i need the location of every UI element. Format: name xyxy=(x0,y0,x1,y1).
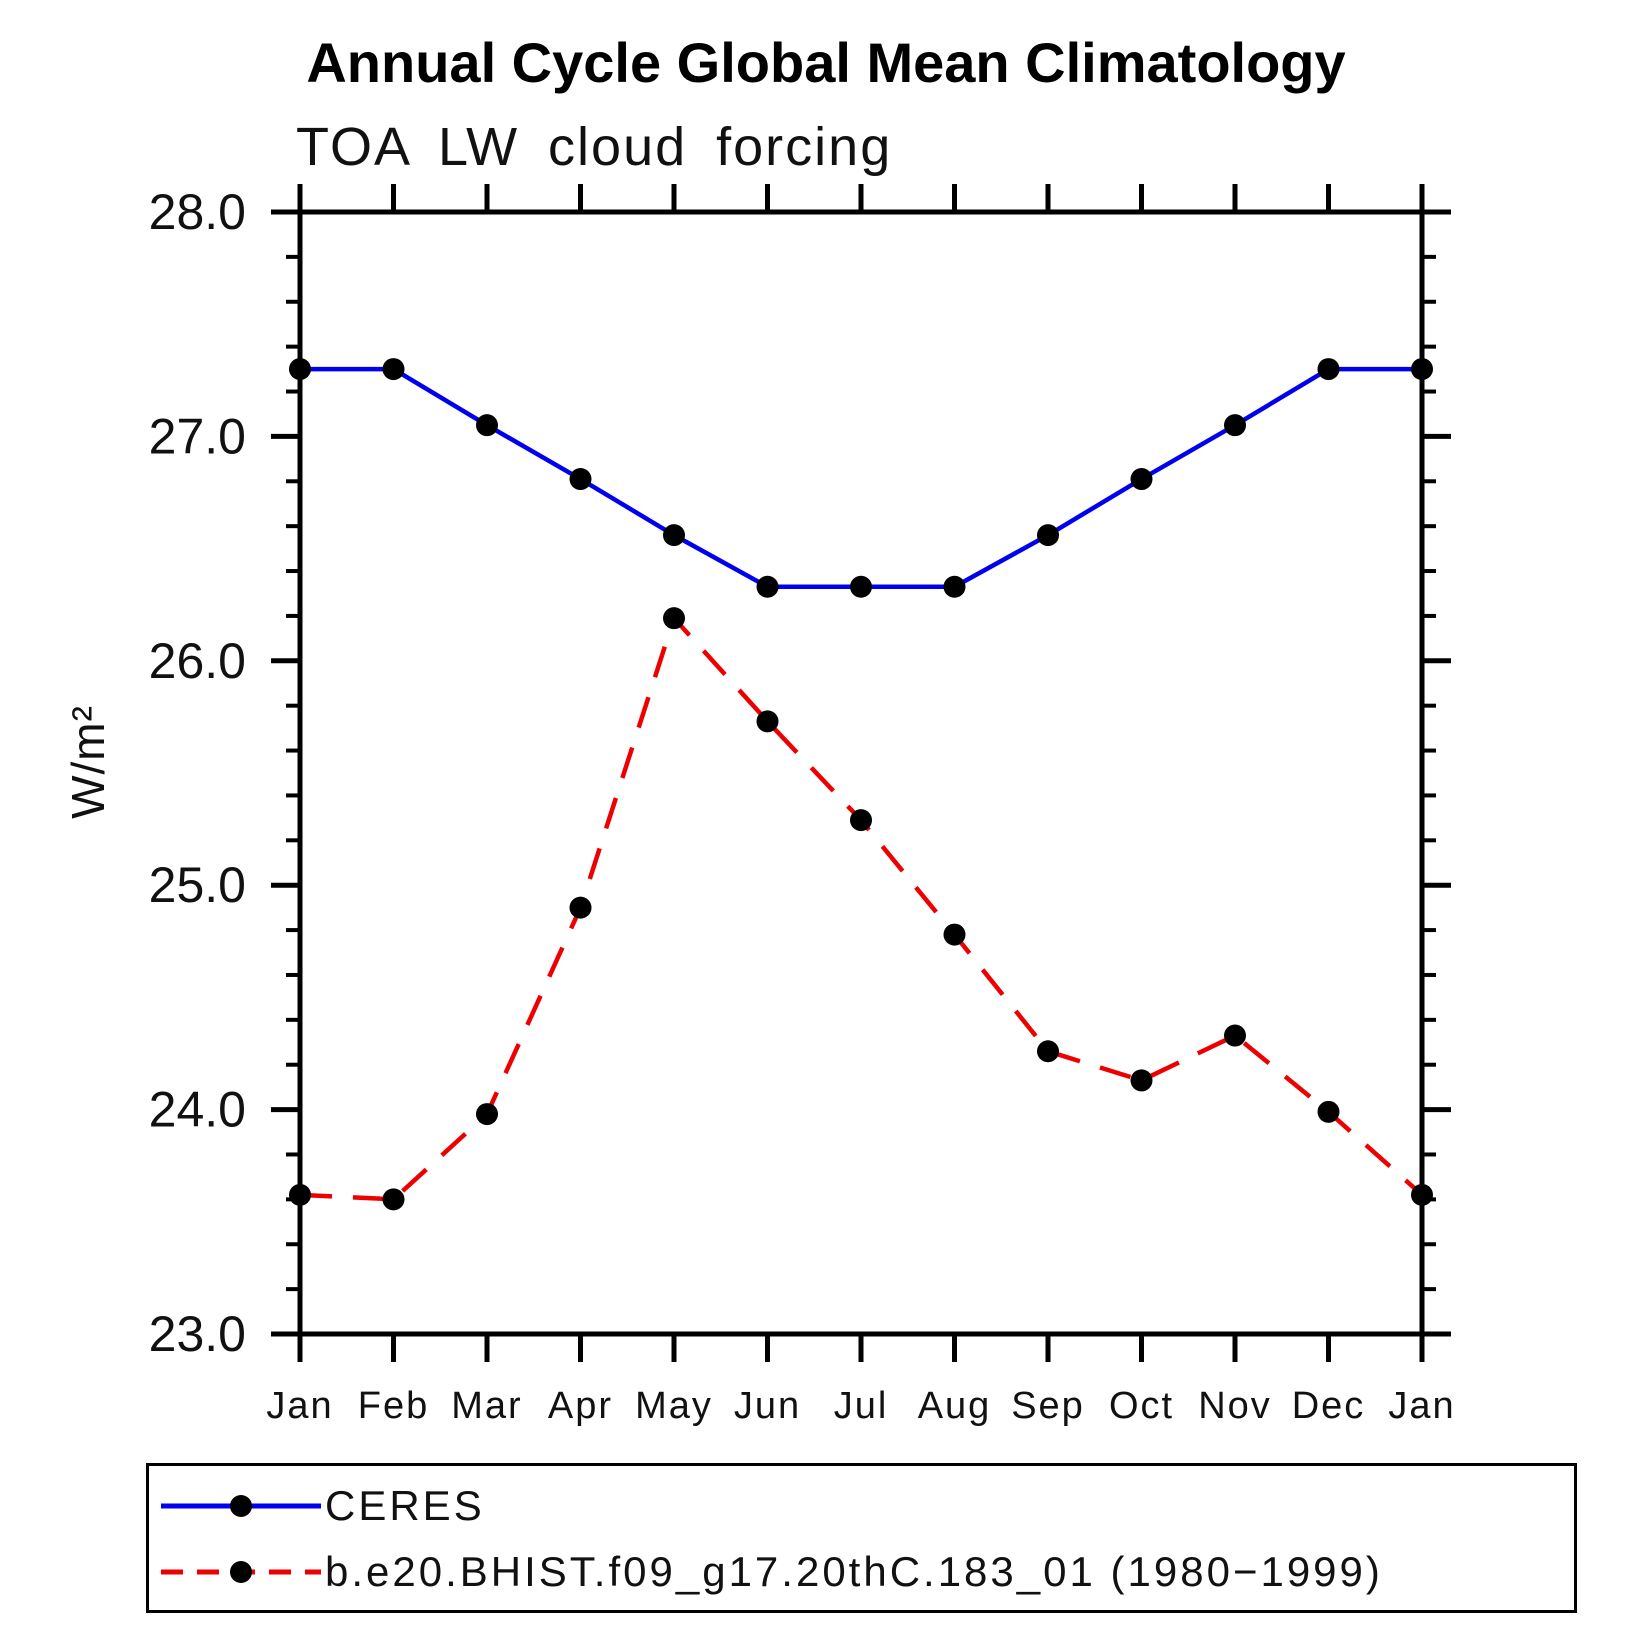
ceres-legend-label: CERES xyxy=(325,1482,485,1529)
month-tick-label: Jan xyxy=(266,1385,333,1427)
model-legend-swatch xyxy=(161,1561,321,1583)
model-data-point-4 xyxy=(663,607,685,630)
month-tick-label: May xyxy=(635,1385,713,1427)
ceres-data-point-6 xyxy=(850,575,872,598)
month-tick-label: Aug xyxy=(918,1385,992,1427)
ceres-data-point-7 xyxy=(943,575,966,598)
ceres-data-point-8 xyxy=(1037,524,1059,547)
model-data-point-12 xyxy=(1411,1183,1433,1206)
y-tick-label: 28.0 xyxy=(149,184,246,240)
y-tick-label: 24.0 xyxy=(149,1082,246,1138)
plot-border xyxy=(297,209,1425,1337)
ceres-data-point-5 xyxy=(756,575,779,598)
model-data-point-7 xyxy=(943,923,966,946)
model-data-point-10 xyxy=(1224,1024,1246,1047)
ceres-data-point-12 xyxy=(1411,358,1433,381)
model-legend-marker xyxy=(230,1561,252,1583)
month-tick-label: Dec xyxy=(1292,1385,1366,1427)
legend-row-model: b.e20.BHIST.f09_g17.20thC.183_01 (1980−1… xyxy=(153,1540,1383,1604)
model-data-point-0 xyxy=(289,1183,311,1206)
ceres-data-point-4 xyxy=(663,524,685,547)
model-data-point-8 xyxy=(1037,1040,1059,1063)
ceres-data-point-11 xyxy=(1317,358,1340,381)
model-line xyxy=(299,613,1424,1202)
legend-row-ceres: CERES xyxy=(153,1474,485,1538)
legend-box: CERES b.e20.BHIST.f09_g17.20thC.183_01 (… xyxy=(146,1463,1577,1613)
month-tick-label: Nov xyxy=(1198,1385,1272,1427)
month-tick-label: Jul xyxy=(834,1385,889,1427)
model-legend-label: b.e20.BHIST.f09_g17.20thC.183_01 (1980−1… xyxy=(325,1548,1383,1595)
ceres-data-point-3 xyxy=(569,468,592,491)
month-tick-label: Apr xyxy=(548,1385,613,1427)
y-tick-label: 27.0 xyxy=(149,408,246,464)
chart-subtitle: TOA LW cloud forcing xyxy=(296,117,893,177)
month-tick-label: Feb xyxy=(358,1385,429,1427)
ceres-legend-marker xyxy=(230,1495,252,1517)
y-tick-label: 23.0 xyxy=(149,1306,246,1362)
month-tick-label: Oct xyxy=(1109,1385,1174,1427)
month-tick-label: Sep xyxy=(1011,1385,1085,1427)
ceres-data-point-10 xyxy=(1224,414,1246,437)
ceres-legend-swatch xyxy=(161,1495,321,1517)
month-tick-label: Jan xyxy=(1388,1385,1455,1427)
y-tick-label: 26.0 xyxy=(149,633,246,689)
ceres-data-point-0 xyxy=(289,358,311,381)
model-data-point-6 xyxy=(850,809,872,832)
ceres-line xyxy=(300,366,1422,589)
model-data-point-5 xyxy=(756,710,779,733)
y-tick-label: 25.0 xyxy=(149,857,246,913)
model-data-point-3 xyxy=(569,896,592,919)
model-data-point-1 xyxy=(382,1188,405,1211)
model-data-point-11 xyxy=(1317,1100,1340,1123)
ceres-data-point-1 xyxy=(382,358,405,381)
ceres-data-point-9 xyxy=(1130,468,1153,491)
model-data-point-2 xyxy=(476,1103,498,1126)
month-tick-label: Jun xyxy=(734,1385,801,1427)
chart-title: Annual Cycle Global Mean Climatology xyxy=(306,31,1346,94)
month-tick-label: Mar xyxy=(451,1385,522,1427)
model-data-point-9 xyxy=(1130,1069,1153,1092)
ceres-data-point-2 xyxy=(476,414,498,437)
